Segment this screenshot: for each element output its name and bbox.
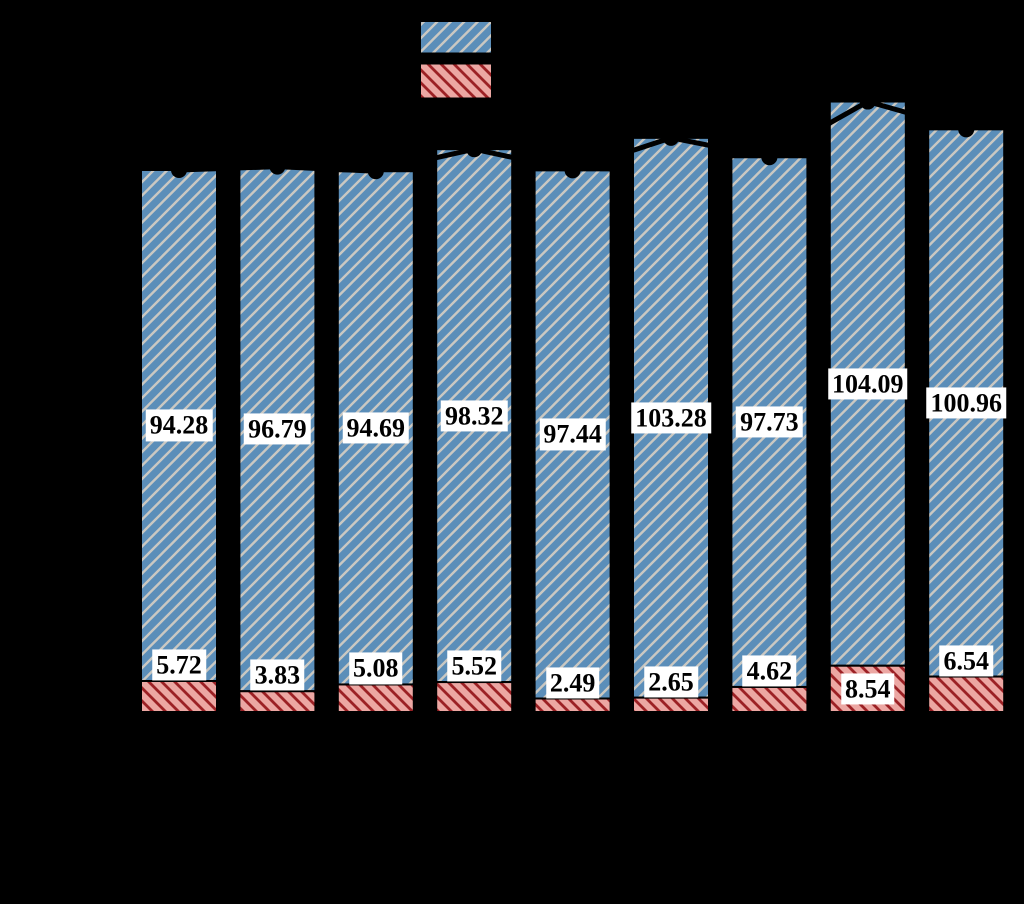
total-marker-0 [171,162,187,178]
total-marker-8 [958,121,975,138]
total-marker-1 [269,158,286,175]
total-line-layer [171,93,975,180]
bar-segment-blue-3 [435,148,514,684]
bar-segment-blue-5 [632,136,710,699]
bar-segment-blue-8 [927,128,1006,678]
bar-segment-red-5 [632,696,710,714]
bar-segment-red-0 [140,679,218,714]
bar-segment-red-3 [435,681,514,714]
bar-segment-blue-4 [533,169,612,700]
bar-segment-blue-7 [828,100,907,667]
bar-segment-red-7 [828,664,907,713]
total-marker-7 [859,93,876,110]
legend [419,20,493,100]
bar-segment-blue-0 [140,169,218,682]
total-marker-6 [761,149,778,166]
bar-segment-red-8 [927,675,1006,714]
bars-layer [140,100,1006,714]
total-marker-4 [564,162,581,179]
total-marker-5 [663,129,679,146]
total-marker-3 [466,141,483,158]
bar-segment-red-2 [336,683,415,713]
bar-segment-red-1 [238,690,317,713]
legend-swatch-blue [419,20,493,55]
legend-swatch-red [419,62,493,100]
bar-segment-blue-1 [238,165,317,693]
bar-segment-blue-2 [336,170,415,686]
bar-segment-blue-6 [730,156,809,688]
bar-segment-red-6 [730,685,809,713]
bar-segment-red-4 [533,697,612,714]
total-marker-2 [367,163,384,180]
